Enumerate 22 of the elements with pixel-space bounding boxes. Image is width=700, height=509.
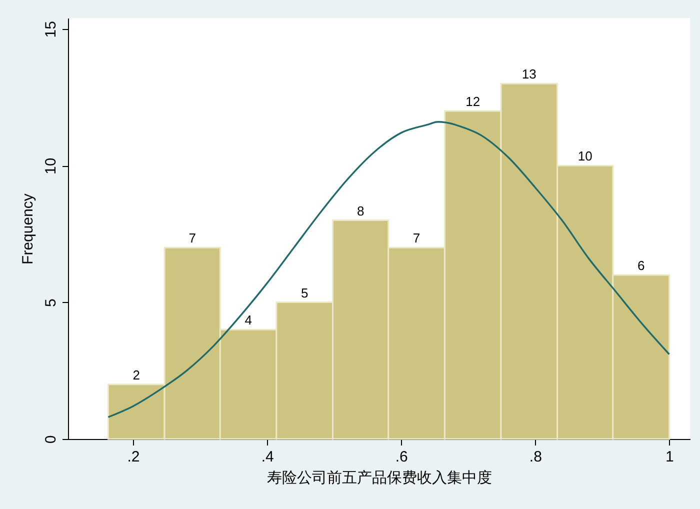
data-label: 8 xyxy=(356,203,364,218)
y-tick-label: 0 xyxy=(42,435,60,444)
y-tick-label: 5 xyxy=(42,298,60,307)
data-label: 4 xyxy=(244,312,252,328)
data-label: 12 xyxy=(466,94,480,109)
x-tick-label: .4 xyxy=(261,448,274,466)
x-axis-title: 寿险公司前五产品保费收入集中度 xyxy=(267,470,492,486)
data-label: 6 xyxy=(637,258,645,273)
y-tick-label: 10 xyxy=(42,158,60,174)
data-label: 7 xyxy=(412,230,420,246)
y-axis-title: Frequency xyxy=(20,193,36,264)
x-tick-label: 1 xyxy=(666,448,674,466)
data-label: 13 xyxy=(522,66,536,82)
data-label: 5 xyxy=(300,285,308,300)
data-label: 10 xyxy=(578,148,592,164)
x-tick-label: .2 xyxy=(127,448,140,466)
x-tick-label: .6 xyxy=(395,448,408,466)
y-tick-label: 15 xyxy=(42,21,60,38)
data-label: 2 xyxy=(132,367,140,382)
x-tick-label: .8 xyxy=(529,448,542,466)
data-label: 7 xyxy=(188,230,196,246)
line-series xyxy=(107,121,670,418)
